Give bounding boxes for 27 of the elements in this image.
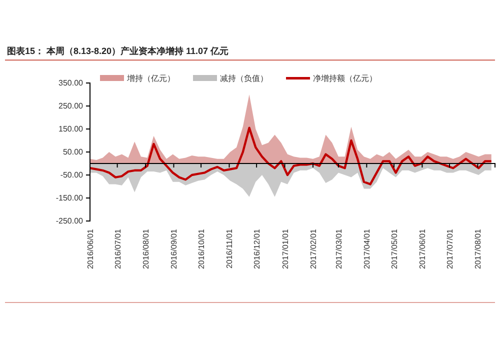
legend-label: 增持（亿元） [126,74,175,83]
x-tick-label: 2016/11/01 [225,228,234,268]
y-tick-label: -150.00 [56,194,84,203]
x-tick-label: 2016/07/01 [113,228,122,270]
y-tick-label: 250.00 [58,102,84,111]
x-tick-label: 2017/05/01 [390,228,399,270]
x-tick-label: 2017/04/01 [362,228,372,270]
x-tick-label: 2017/08/01 [474,228,483,270]
x-tick-label: 2017/01/01 [280,228,290,270]
x-tick-label: 2017/07/01 [445,228,454,270]
y-tick-label: 50.00 [62,148,84,157]
x-tick-label: 2016/09/01 [170,228,179,270]
line-series [88,126,492,186]
x-tick-label: 2016/12/01 [252,228,262,270]
legend-label: 净增持额（亿元） [313,74,377,83]
x-tick-label: 2016/08/01 [142,228,151,270]
y-tick-label: 150.00 [58,124,84,134]
y-tick-label: -50.00 [60,170,84,180]
x-tick-label: 2016/06/01 [86,228,95,270]
x-tick-label: 2017/06/01 [418,228,428,270]
chart-title: 图表15： 本周（8.13-8.20）产业资本净增持 11.07 亿元 [7,46,229,56]
y-tick-label: 350.00 [58,78,84,88]
y-tick-label: -250.00 [56,216,84,226]
legend-label: 减持（负值） [220,74,268,83]
x-tick-label: 2017/03/01 [334,228,344,270]
x-tick-label: 2017/02/01 [308,228,318,270]
x-tick-label: 2016/10/01 [197,228,206,270]
